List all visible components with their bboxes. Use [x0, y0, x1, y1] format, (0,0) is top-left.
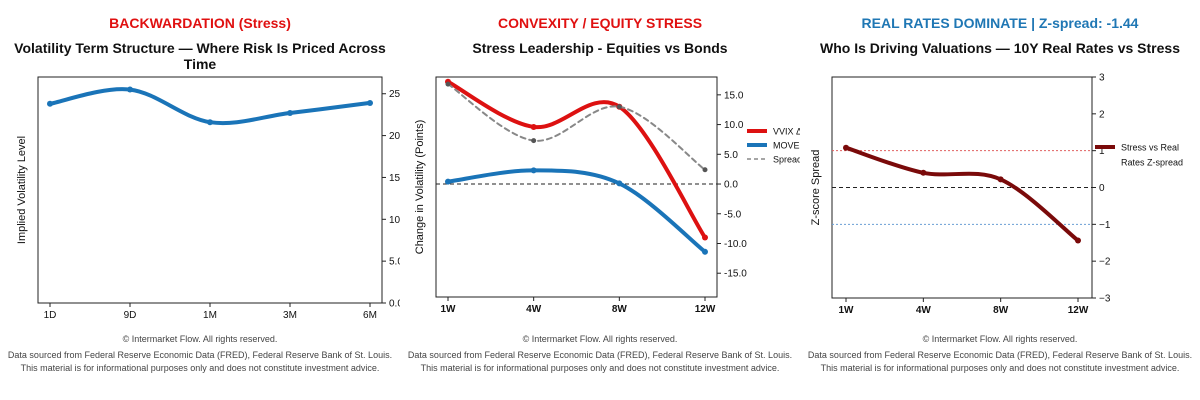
y-tick-label: −3	[1099, 294, 1111, 305]
data-point	[127, 86, 133, 93]
x-tick-label: 8W	[612, 304, 628, 315]
series-line	[447, 83, 706, 171]
panel-title: Stress Leadership - Equities vs Bonds	[472, 40, 728, 56]
data-point	[920, 169, 927, 176]
data-point	[530, 123, 537, 130]
plot-frame	[435, 76, 718, 298]
footer-copyright: © Intermarket Flow. All rights reserved.	[122, 334, 278, 344]
y-tick-label: 15.0	[724, 90, 744, 101]
legend-label: Spread	[773, 155, 800, 165]
y-tick-label: 0.0	[389, 299, 400, 310]
panel-subtitle: BACKWARDATION (Stress)	[109, 15, 291, 31]
data-point	[1075, 237, 1081, 244]
data-point	[843, 144, 849, 151]
data-point	[207, 119, 213, 126]
y-tick-label: 15.0	[389, 173, 400, 184]
plot-frame	[37, 76, 383, 304]
footer-disclaimer: This material is for informational purpo…	[820, 363, 1180, 373]
chart-stress-leadership: -15.0 -10.0 -5.0 0.0 5.0 10.0 15.0 1W 4W 8W 12W Cha…	[414, 76, 800, 315]
y-tick-label: -10.0	[724, 239, 747, 250]
x-tick-label: 3M	[283, 310, 297, 321]
data-point	[997, 176, 1004, 183]
y-axis-label: Z-score Spread	[810, 150, 822, 226]
x-tick-label: 4W	[526, 304, 542, 315]
x-tick-label: 12W	[1068, 305, 1089, 316]
panel-title: Who Is Driving Valuations — 10Y Real Rat…	[820, 40, 1180, 56]
data-point	[616, 104, 622, 110]
panel-subtitle: REAL RATES DOMINATE | Z-spread: -1.44	[861, 15, 1139, 31]
x-tick-label: 6M	[363, 310, 377, 321]
y-tick-label: 0.0	[724, 180, 738, 191]
footer-source: Data sourced from Federal Reserve Econom…	[7, 350, 393, 360]
data-point	[47, 100, 53, 107]
x-tick-label: 1M	[203, 310, 217, 321]
series-line	[844, 145, 1080, 243]
x-tick-label: 9D	[124, 310, 137, 321]
series-line	[48, 87, 372, 126]
footer-disclaimer: This material is for informational purpo…	[420, 363, 780, 373]
footer-copyright: © Intermarket Flow. All rights reserved.	[522, 334, 678, 344]
y-tick-label: 2	[1099, 109, 1105, 120]
series-line	[446, 168, 707, 254]
y-tick-label: 5.0	[389, 257, 400, 268]
x-tick-label: 1W	[441, 304, 457, 315]
footer-source: Data sourced from Federal Reserve Econom…	[407, 350, 793, 360]
data-point	[367, 99, 373, 106]
y-tick-label: 10.0	[389, 215, 400, 226]
x-tick-label: 8W	[993, 305, 1009, 316]
chart-real-rates: −3 −2 −1 0 1 2 3 1W 4W 8W 12W Z-score Spread Stress …	[810, 73, 1183, 317]
y-tick-label: -5.0	[724, 209, 742, 220]
footer-source: Data sourced from Federal Reserve Econom…	[807, 350, 1193, 360]
series-line	[446, 79, 707, 240]
data-point	[445, 81, 451, 87]
y-axis-label: Change in Volatility (Points)	[414, 120, 426, 255]
chart-term-structure: 0.0 5.0 10.0 15.0 20.0 25.0 1D 9D 1M 3M 6M Implied …	[16, 76, 400, 321]
panel-title: Volatility Term Structure — Where Risk I…	[14, 40, 386, 72]
legend-label: MOVE Δ	[773, 141, 800, 151]
footer-disclaimer: This material is for informational purpo…	[20, 363, 380, 373]
legend-label: Stress vs Real Rates Z-spread	[1121, 143, 1183, 168]
data-point	[702, 248, 708, 255]
x-tick-label: 1D	[44, 310, 57, 321]
panel-stress-leadership: CONVEXITY / EQUITY STRESS Stress Leaders…	[400, 0, 800, 400]
y-tick-label: 3	[1099, 73, 1105, 84]
y-axis-label: Implied Volatility Level	[16, 136, 28, 244]
data-point	[702, 167, 708, 173]
y-tick-label: 25.0	[389, 89, 400, 100]
data-point	[287, 109, 293, 116]
panel-subtitle: CONVEXITY / EQUITY STRESS	[497, 15, 703, 31]
footer-copyright: © Intermarket Flow. All rights reserved.	[922, 334, 1078, 344]
y-tick-label: 1	[1099, 146, 1105, 157]
y-tick-label: 5.0	[724, 150, 738, 161]
y-tick-label: 20.0	[389, 131, 400, 142]
x-tick-label: 4W	[916, 305, 932, 316]
y-tick-label: -15.0	[724, 269, 747, 280]
y-tick-label: 10.0	[724, 120, 744, 131]
data-point	[616, 180, 623, 187]
panel-real-rates: REAL RATES DOMINATE | Z-spread: -1.44 Wh…	[800, 0, 1200, 400]
data-point	[531, 138, 537, 144]
y-tick-label: −1	[1099, 220, 1111, 231]
x-tick-label: 1W	[839, 305, 855, 316]
legend-label: VVIX Δ	[773, 127, 800, 137]
y-tick-label: 0	[1099, 183, 1105, 194]
data-point	[445, 178, 451, 185]
data-point	[530, 167, 537, 174]
panel-term-structure: BACKWARDATION (Stress) Volatility Term S…	[0, 0, 400, 400]
y-tick-label: −2	[1099, 257, 1111, 268]
x-tick-label: 12W	[695, 304, 716, 315]
data-point	[702, 234, 708, 241]
